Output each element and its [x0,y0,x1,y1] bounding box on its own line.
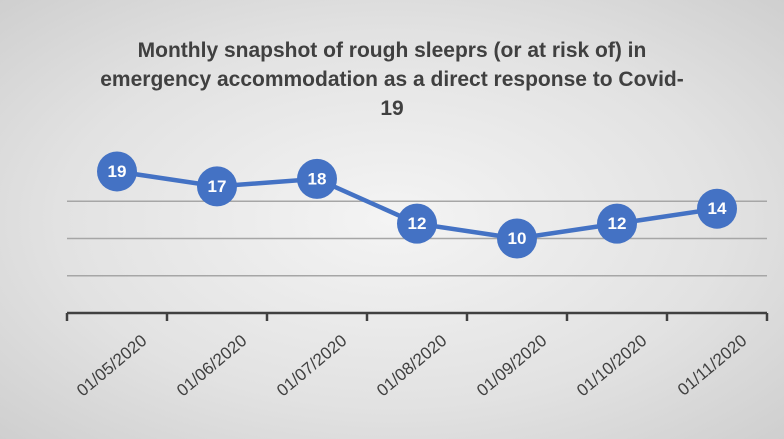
marker [297,158,337,199]
data-label: 10 [508,229,527,248]
x-tick-label: 01/10/2020 [573,331,650,400]
marker [697,188,737,229]
data-label: 19 [108,162,127,181]
x-tick-label: 01/06/2020 [173,331,250,400]
marker [497,218,537,259]
x-tick-label: 01/08/2020 [373,331,450,400]
marker [397,203,437,244]
data-label: 14 [708,199,727,218]
data-label: 12 [408,214,427,233]
chart-title: Monthly snapshot of rough sleeprs (or at… [100,39,684,120]
x-tick-label: 01/05/2020 [73,331,150,400]
data-label: 17 [208,177,227,196]
data-label: 18 [308,169,327,188]
x-tick-label: 01/07/2020 [273,331,350,400]
marker [597,203,637,244]
marker [197,166,237,207]
x-tick-label: 01/09/2020 [473,331,550,400]
marker [97,151,137,192]
x-tick-label: 01/11/2020 [674,331,750,399]
data-label: 12 [608,214,627,233]
